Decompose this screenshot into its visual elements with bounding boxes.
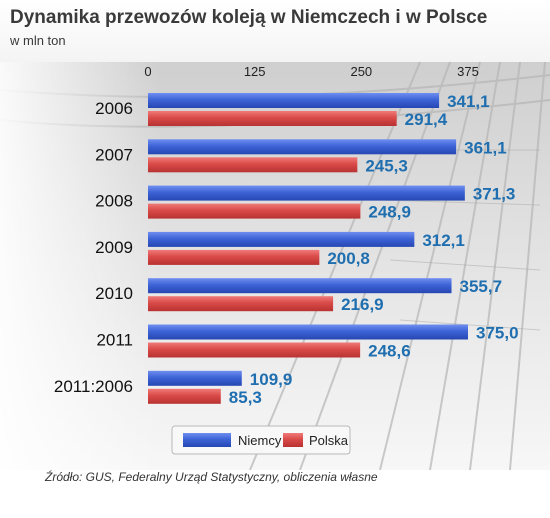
bar-niemcy	[148, 278, 452, 294]
source-note: Źródło: GUS, Federalny Urząd Statystyczn…	[45, 470, 378, 484]
category-label: 2011	[96, 331, 133, 350]
bar-value-label: 375,0	[476, 324, 519, 343]
bar-value-label: 85,3	[229, 388, 262, 407]
legend-label-polska: Polska	[309, 433, 349, 448]
bar-value-label: 245,3	[365, 156, 408, 175]
bar-polska	[148, 203, 361, 219]
x-tick-label: 250	[350, 64, 372, 79]
x-tick-label: 375	[457, 64, 479, 79]
x-axis: 0 125 250 375	[144, 64, 478, 79]
legend: Niemcy Polska	[171, 425, 351, 455]
bar-niemcy	[148, 324, 468, 340]
bar-niemcy	[148, 231, 415, 247]
chart-title: Dynamika przewozów koleją w Niemczech i …	[10, 7, 488, 28]
bar-niemcy	[148, 185, 465, 201]
bar-polska	[148, 249, 320, 265]
background-photo	[0, 61, 550, 470]
bar-value-label: 312,1	[422, 231, 465, 250]
bar-polska	[148, 157, 358, 173]
x-tick-label: 125	[244, 64, 266, 79]
chart-header: Dynamika przewozów koleją w Niemczech i …	[0, 0, 550, 62]
category-label: 2009	[95, 238, 133, 257]
bar-value-label: 355,7	[460, 277, 503, 296]
legend-label-niemcy: Niemcy	[238, 433, 282, 448]
bar-value-label: 361,1	[464, 138, 507, 157]
category-label: 2011:2006	[54, 377, 133, 396]
chart-subtitle: w mln ton	[10, 33, 66, 48]
legend-swatch-polska	[283, 433, 303, 447]
x-tick-label: 0	[144, 64, 151, 79]
bar-value-label: 109,9	[250, 370, 293, 389]
bar-polska	[148, 111, 397, 126]
category-label: 2010	[95, 284, 133, 303]
legend-swatch-niemcy	[183, 433, 231, 447]
category-label: 2007	[95, 145, 133, 164]
bar-polska	[148, 388, 221, 404]
category-label: 2008	[95, 192, 133, 211]
bar-value-label: 200,8	[327, 249, 370, 268]
bar-value-label: 291,4	[405, 110, 448, 129]
bar-niemcy	[148, 139, 457, 155]
category-labels: 2006 2007 2008 2009 2010 2011 2011:2006	[54, 99, 133, 396]
bar-niemcy	[148, 370, 242, 386]
bar-value-label: 248,9	[368, 203, 411, 222]
bar-niemcy	[148, 93, 440, 108]
bar-polska	[148, 342, 361, 358]
bar-polska	[148, 296, 334, 312]
category-label: 2006	[95, 99, 133, 118]
bar-value-label: 248,6	[368, 342, 411, 361]
bar-value-label: 216,9	[341, 295, 384, 314]
bar-value-label: 341,1	[447, 92, 490, 111]
bar-value-label: 371,3	[473, 185, 516, 204]
